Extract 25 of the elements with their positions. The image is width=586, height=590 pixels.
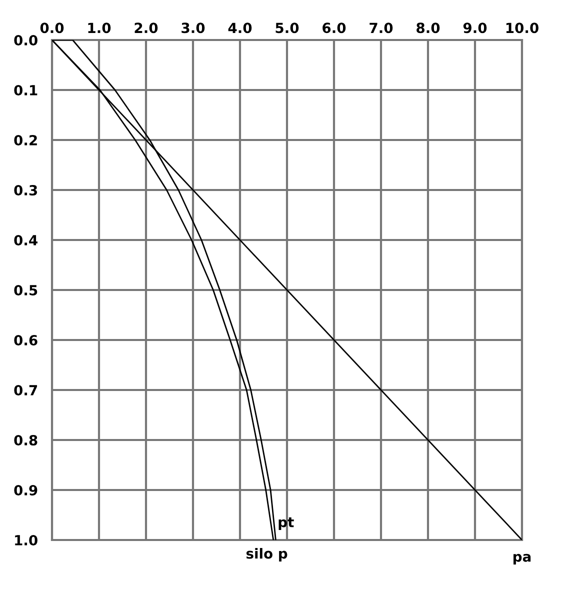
y-tick-label: 0.5 — [14, 284, 38, 296]
y-tick-label: 0.9 — [14, 484, 38, 496]
annotation: pt — [278, 517, 294, 530]
x-tick-label: 8.0 — [416, 22, 440, 34]
x-tick-label: 3.0 — [182, 22, 205, 34]
x-tick-label: 0.0 — [40, 22, 64, 34]
text: silo p — [246, 548, 288, 562]
y-tick-label: 0.6 — [14, 334, 38, 346]
x-tick-label: 6.0 — [322, 22, 346, 34]
y-tick-label: 0.0 — [14, 34, 38, 46]
x-tick-label: 10.0 — [506, 22, 538, 34]
y-tick-label: 1.0 — [15, 534, 38, 546]
y-tick-label: 0.4 — [14, 234, 38, 246]
annotation: pa — [514, 554, 531, 565]
x-tick-label: 9.0 — [463, 22, 487, 34]
x-tick-label: 2.0 — [134, 22, 158, 34]
y-tick-label: 0.2 — [14, 134, 37, 146]
y-tick-label: 0.8 — [14, 434, 38, 446]
x-tick-label: 7.0 — [370, 22, 393, 34]
x-tick-label: 5.0 — [276, 22, 299, 34]
x-tick-label: 4.0 — [228, 22, 252, 34]
y-tick-label: 0.7 — [14, 384, 38, 396]
y-tick-label: 0.3 — [14, 184, 38, 196]
y-tick-label: 0.1 — [14, 84, 38, 96]
x-tick-label: 1.0 — [88, 22, 111, 34]
